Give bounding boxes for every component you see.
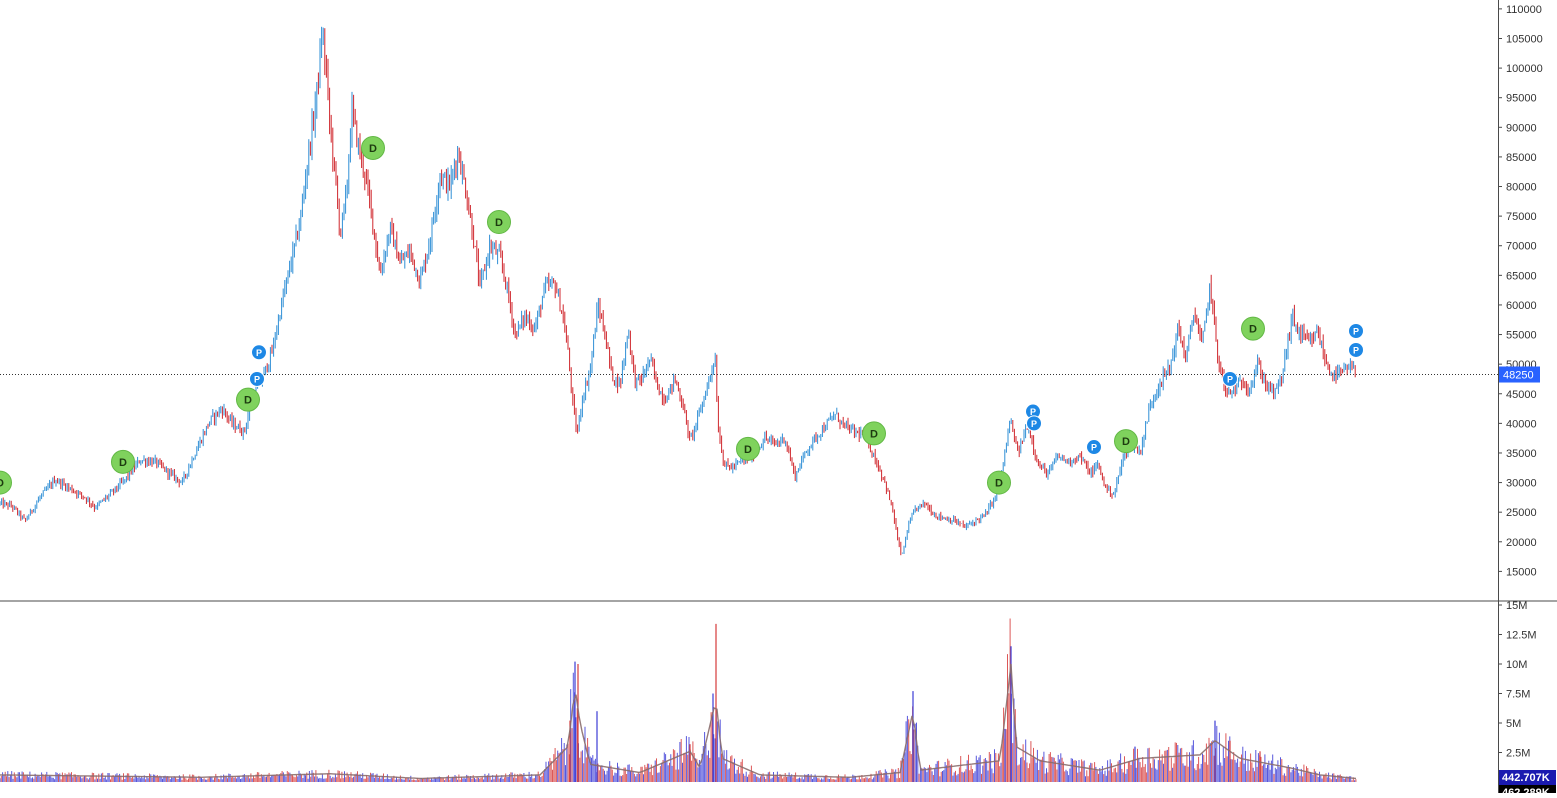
- marker-circle: [111, 449, 135, 474]
- dividend-marker[interactable]: D: [1114, 429, 1138, 454]
- volume-tick-label: 7.5M: [1506, 689, 1530, 701]
- split-marker[interactable]: P: [1086, 439, 1102, 456]
- marker-label: D: [369, 143, 377, 155]
- price-tick-label: 40000: [1506, 418, 1537, 430]
- marker-label: P: [254, 374, 260, 384]
- marker-label: P: [1031, 419, 1037, 429]
- marker-circle: [1086, 439, 1102, 456]
- marker-label: D: [744, 444, 752, 456]
- dividend-marker[interactable]: D: [111, 449, 135, 474]
- dividend-marker[interactable]: D: [987, 470, 1011, 495]
- marker-circle: [736, 436, 760, 461]
- marker-circle: [1348, 341, 1364, 358]
- dividend-marker[interactable]: D: [1241, 316, 1265, 341]
- price-tick-label: 60000: [1506, 300, 1537, 312]
- marker-circle: [251, 344, 267, 361]
- marker-circle: [1114, 429, 1138, 454]
- marker-label: P: [1227, 374, 1233, 384]
- marker-circle: [0, 470, 12, 495]
- marker-circle: [236, 387, 260, 412]
- price-candles: [0, 26, 1356, 556]
- volume-moving-average: [0, 663, 1357, 780]
- price-tick-label: 15000: [1506, 566, 1537, 578]
- marker-label: D: [0, 478, 4, 490]
- marker-label: D: [495, 217, 503, 229]
- marker-circle: [1241, 316, 1265, 341]
- split-marker[interactable]: P: [1026, 415, 1042, 432]
- price-tick-label: 90000: [1506, 122, 1537, 134]
- price-tick-label: 55000: [1506, 330, 1537, 342]
- volume-value-bg: [1499, 770, 1556, 785]
- volume-axis[interactable]: 15M 12.5M 10M 7.5M 5M 2.5M 442.707K 462.289K: [1498, 600, 1556, 798]
- marker-label: P: [1091, 443, 1097, 453]
- dividend-marker[interactable]: D: [862, 421, 886, 446]
- price-tick-label: 110000: [1506, 4, 1542, 16]
- price-tick-label: 25000: [1506, 507, 1537, 519]
- volume-tick-label: 12.5M: [1506, 630, 1537, 642]
- price-tick-label: 75000: [1506, 211, 1537, 223]
- split-marker[interactable]: P: [249, 370, 265, 387]
- marker-label: P: [1030, 407, 1036, 417]
- marker-circle: [249, 370, 265, 387]
- volume-value-label: 442.707K: [1502, 772, 1550, 784]
- dividend-marker[interactable]: D: [736, 436, 760, 461]
- marker-label: D: [119, 457, 127, 469]
- price-tick-label: 35000: [1506, 448, 1537, 460]
- volume-tick-label: 5M: [1506, 718, 1521, 730]
- marker-label: D: [1249, 324, 1257, 336]
- marker-circle: [1026, 415, 1042, 432]
- price-tick-label: 65000: [1506, 270, 1537, 282]
- price-tick-label: 85000: [1506, 152, 1537, 164]
- volume-tick-label: 2.5M: [1506, 748, 1530, 760]
- price-tick-label: 20000: [1506, 537, 1537, 549]
- marker-circle: [1222, 370, 1238, 387]
- price-tick-label: 30000: [1506, 478, 1537, 490]
- dividend-marker[interactable]: D: [236, 387, 260, 412]
- volume-bars: [0, 618, 1357, 782]
- volume-ma-value-badge: 462.289K: [1499, 785, 1556, 798]
- volume-tick-label: 10M: [1506, 659, 1527, 671]
- price-tick-label: 45000: [1506, 389, 1537, 401]
- volume-ma-value-label: 462.289K: [1502, 787, 1550, 793]
- marker-label: P: [256, 348, 262, 358]
- volume-value-badge: 442.707K: [1499, 770, 1556, 785]
- dividend-marker[interactable]: D: [0, 470, 12, 495]
- current-price-bg: [1499, 366, 1540, 383]
- volume-ma-line: [0, 663, 1357, 780]
- price-tick-label: 100000: [1506, 63, 1543, 75]
- price-tick-label: 105000: [1506, 33, 1543, 45]
- marker-circle: [487, 210, 511, 235]
- marker-label: P: [1353, 345, 1359, 355]
- dividend-marker[interactable]: D: [487, 210, 511, 235]
- marker-label: D: [995, 478, 1003, 490]
- dividend-marker[interactable]: D: [361, 136, 385, 161]
- marker-label: D: [870, 428, 878, 440]
- event-markers[interactable]: DDDDDDDDDDPPPPPPPP: [0, 136, 1364, 495]
- marker-circle: [361, 136, 385, 161]
- price-axis[interactable]: 110000 105000 100000 95000 90000 85000 80000 75…: [1498, 4, 1543, 579]
- price-tick-label: 95000: [1506, 93, 1537, 105]
- price-tick-label: 80000: [1506, 182, 1537, 194]
- split-marker[interactable]: P: [1222, 370, 1238, 387]
- volume-ma-value-bg: [1499, 785, 1556, 795]
- split-marker[interactable]: P: [251, 344, 267, 361]
- marker-label: P: [1353, 326, 1359, 336]
- marker-circle: [987, 470, 1011, 495]
- price-tick-label: 70000: [1506, 241, 1537, 253]
- current-price-badge: 48250: [1499, 366, 1540, 383]
- split-marker[interactable]: P: [1348, 341, 1364, 358]
- current-price-label: 48250: [1503, 370, 1534, 382]
- marker-circle: [862, 421, 886, 446]
- marker-label: D: [1122, 436, 1130, 448]
- marker-label: D: [244, 395, 252, 407]
- marker-circle: [1348, 322, 1364, 339]
- split-marker[interactable]: P: [1348, 322, 1364, 339]
- volume-tick-label: 15M: [1506, 600, 1527, 612]
